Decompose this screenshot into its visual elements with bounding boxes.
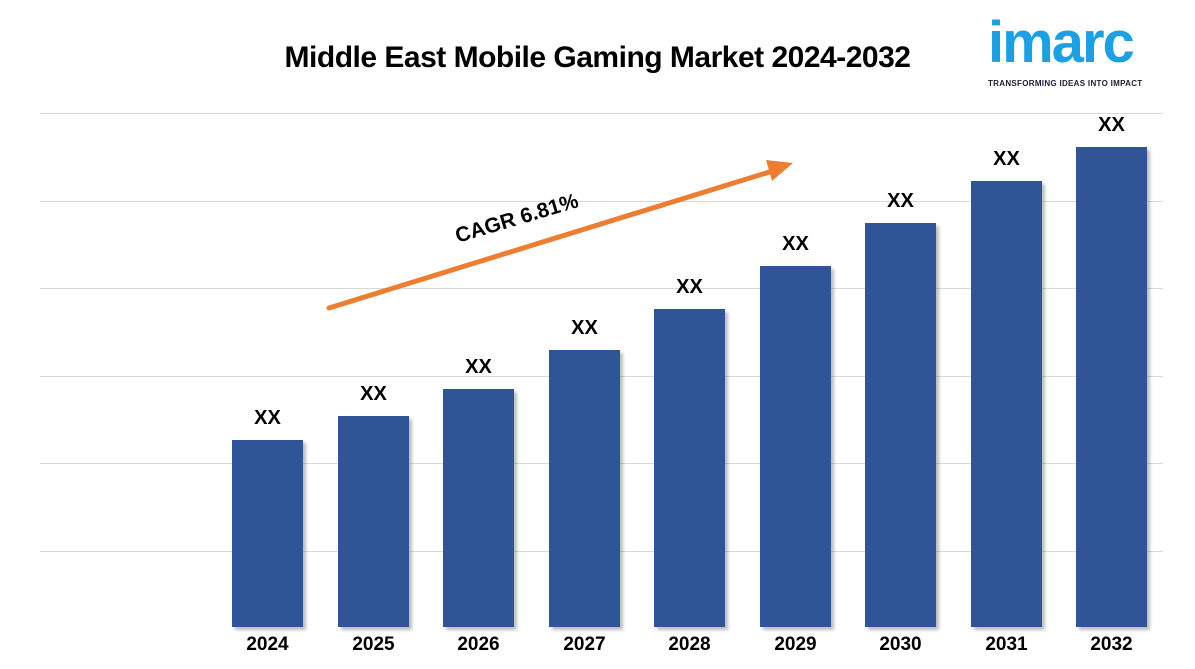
bar-category-label-2028: 2028 [668, 634, 711, 655]
bar-2031 [971, 181, 1042, 627]
bar-category-label-2030: 2030 [879, 634, 922, 655]
bar-2026 [443, 389, 514, 627]
bar-category-label-2027: 2027 [563, 634, 606, 655]
bar-value-label-2024: XX [254, 407, 281, 429]
gridline [40, 113, 1163, 114]
bar-value-label-2029: XX [782, 233, 809, 255]
cagr-annotation: CAGR 6.81% [452, 189, 582, 248]
bar-2029 [760, 266, 831, 627]
bar-category-label-2025: 2025 [352, 634, 395, 655]
bar-value-label-2028: XX [676, 276, 703, 298]
bar-value-label-2030: XX [887, 190, 914, 212]
bar-category-label-2032: 2032 [1090, 634, 1133, 655]
bar-value-label-2031: XX [993, 148, 1020, 170]
bar-value-label-2027: XX [571, 317, 598, 339]
bar-category-label-2024: 2024 [246, 634, 289, 655]
bar-value-label-2026: XX [465, 356, 492, 378]
bar-2032 [1076, 147, 1147, 627]
bar-2024 [232, 440, 303, 627]
bar-value-label-2025: XX [360, 383, 387, 405]
bar-value-label-2032: XX [1098, 114, 1125, 136]
imarc-logo-tagline: TRANSFORMING IDEAS INTO IMPACT [988, 79, 1143, 88]
bar-2030 [865, 223, 936, 627]
bar-2028 [654, 309, 725, 627]
bar-2025 [338, 416, 409, 627]
bar-category-label-2031: 2031 [985, 634, 1028, 655]
imarc-logo-text: imarc [988, 10, 1135, 75]
imarc-logo: imarc TRANSFORMING IDEAS INTO IMPACT [988, 8, 1173, 88]
bar-category-label-2026: 2026 [457, 634, 500, 655]
bar-category-label-2029: 2029 [774, 634, 817, 655]
bar-2027 [549, 350, 620, 627]
chart-title: Middle East Mobile Gaming Market 2024-20… [284, 41, 911, 74]
